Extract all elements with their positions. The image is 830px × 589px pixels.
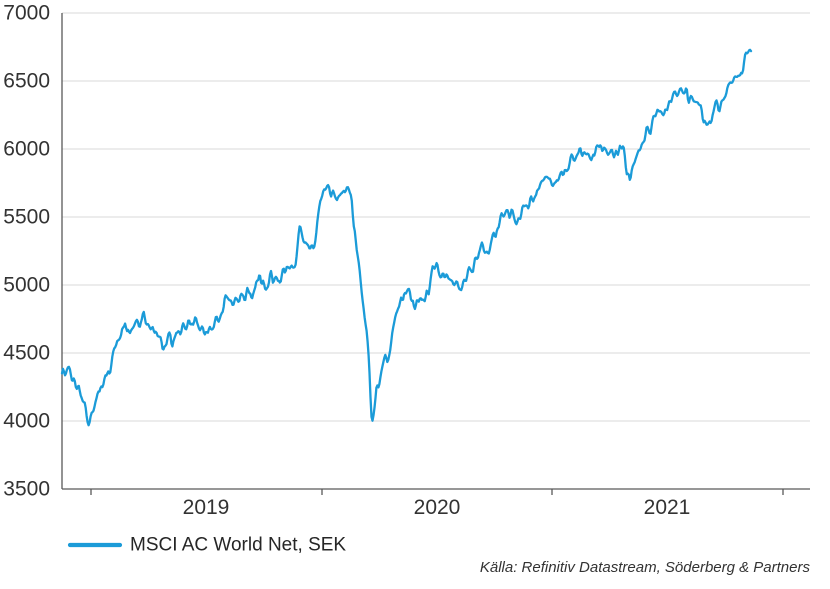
- svg-text:2019: 2019: [183, 496, 230, 519]
- svg-text:7000: 7000: [3, 2, 50, 25]
- svg-text:3500: 3500: [3, 478, 50, 501]
- svg-text:6000: 6000: [3, 138, 50, 161]
- svg-text:2021: 2021: [644, 496, 691, 519]
- svg-text:2020: 2020: [414, 496, 461, 519]
- svg-text:5000: 5000: [3, 274, 50, 297]
- svg-text:6500: 6500: [3, 70, 50, 93]
- svg-text:4000: 4000: [3, 410, 50, 433]
- svg-text:5500: 5500: [3, 206, 50, 229]
- svg-text:Källa: Refinitiv Datastream, S: Källa: Refinitiv Datastream, Söderberg &…: [480, 559, 811, 576]
- svg-text:4500: 4500: [3, 342, 50, 365]
- svg-text:MSCI AC World Net, SEK: MSCI AC World Net, SEK: [130, 535, 346, 556]
